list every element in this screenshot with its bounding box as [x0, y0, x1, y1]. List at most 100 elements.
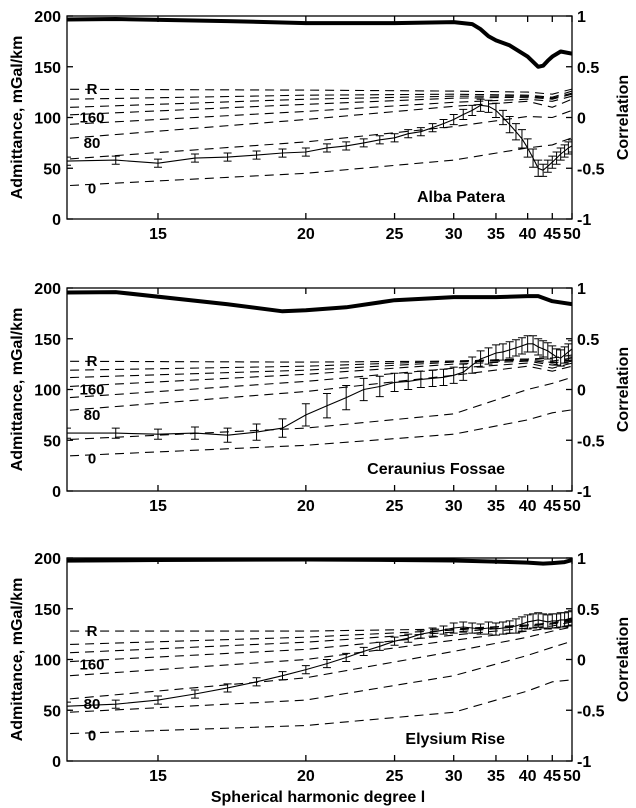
error-bar — [359, 377, 368, 402]
error-bar — [449, 622, 458, 634]
x-tick-label: 35 — [487, 226, 505, 243]
error-bar — [468, 356, 477, 374]
plot-area — [67, 290, 572, 457]
error-bar — [111, 699, 120, 709]
error-bar — [278, 148, 287, 158]
error-bar — [517, 129, 526, 149]
model-curve-5 — [67, 365, 572, 411]
error-bar — [342, 141, 351, 151]
y-tick-label: 200 — [34, 551, 61, 568]
y-axis-title: Admittance, mGal/km — [9, 36, 26, 200]
x-tick-label: 30 — [445, 498, 463, 515]
error-bar — [548, 155, 557, 169]
error-bar — [534, 338, 543, 356]
error-bar — [342, 652, 351, 663]
model-curve-1 — [67, 90, 572, 100]
x-tick-label: 35 — [487, 768, 505, 785]
error-bar — [223, 152, 232, 162]
error-bar — [390, 372, 399, 393]
error-bar — [439, 368, 448, 386]
error-bar — [390, 636, 399, 646]
error-bar — [223, 683, 232, 693]
y2-tick-label: 0.5 — [577, 60, 599, 77]
model-curve-1 — [67, 357, 572, 371]
model-curve-3 — [67, 93, 572, 116]
model-curve-0 — [67, 88, 572, 95]
error-bar — [523, 138, 532, 158]
y2-tick-label: -1 — [577, 212, 591, 229]
error-bar — [404, 129, 413, 139]
x-tick-label: 45 — [543, 768, 561, 785]
error-bar — [543, 614, 552, 630]
model-curve-7 — [67, 409, 572, 457]
x-tick-label: 45 — [543, 498, 561, 515]
model-label: 0 — [88, 451, 96, 468]
error-bar — [476, 623, 485, 635]
model-label: 80 — [84, 135, 101, 152]
error-bar — [543, 342, 552, 360]
error-bar — [190, 689, 199, 699]
x-tick-label: 30 — [445, 768, 463, 785]
x-tick-label: 40 — [519, 226, 537, 243]
error-bar — [468, 622, 477, 634]
error-bar — [449, 113, 458, 126]
error-bar — [322, 393, 331, 419]
error-bar — [459, 621, 468, 633]
error-bar — [375, 135, 384, 145]
x-tick-label: 35 — [487, 498, 505, 515]
x-axis-title: Spherical harmonic degree l — [211, 789, 425, 806]
error-bar — [552, 348, 561, 366]
error-bar — [223, 427, 232, 443]
y-tick-label: 50 — [43, 433, 61, 450]
error-bar — [511, 339, 520, 357]
error-bar — [153, 428, 162, 440]
error-bar — [67, 427, 71, 439]
error-bar — [153, 158, 162, 168]
error-bar — [468, 104, 477, 116]
model-curve-2 — [67, 92, 572, 108]
error-bar — [523, 614, 532, 630]
y-axis-title: Admittance, mGal/km — [9, 308, 26, 472]
y-tick-label: 0 — [52, 212, 61, 229]
error-bar — [342, 384, 351, 411]
error-bar — [568, 139, 572, 153]
error-bar — [484, 99, 493, 113]
error-bar — [552, 613, 561, 629]
error-bar — [476, 98, 485, 112]
x-tick-label: 15 — [149, 226, 167, 243]
error-bar — [416, 127, 425, 137]
error-bar — [491, 622, 500, 636]
x-tick-label: 20 — [297, 226, 315, 243]
error-bar — [416, 370, 425, 388]
error-bar — [301, 665, 310, 675]
error-bar — [491, 102, 500, 118]
error-bar — [556, 349, 565, 367]
model-curve-5 — [67, 98, 572, 139]
y2-tick-label: 0 — [577, 111, 586, 128]
x-tick-label: 50 — [563, 226, 581, 243]
model-label: 0 — [88, 728, 96, 745]
error-bar — [529, 148, 538, 168]
error-bar — [428, 627, 437, 637]
error-bar — [560, 612, 569, 628]
error-bar — [476, 350, 485, 368]
y-tick-label: 200 — [34, 281, 61, 298]
x-tick-label: 15 — [149, 768, 167, 785]
error-bar — [301, 403, 310, 427]
region-title: Elysium Rise — [405, 731, 505, 748]
error-bar — [111, 427, 120, 439]
model-curve-6 — [67, 109, 572, 160]
x-tick-label: 25 — [386, 226, 404, 243]
error-bar — [568, 610, 572, 626]
y2-tick-label: 0 — [577, 653, 586, 670]
y2-tick-label: 1 — [577, 551, 586, 568]
y2-tick-label: 1 — [577, 9, 586, 26]
model-label: 160 — [79, 657, 104, 674]
x-tick-label: 50 — [563, 768, 581, 785]
x-tick-label: 30 — [445, 226, 463, 243]
error-bar — [564, 611, 572, 627]
y2-tick-label: 1 — [577, 281, 586, 298]
region-title: Alba Patera — [417, 189, 505, 206]
error-bar — [543, 159, 552, 173]
